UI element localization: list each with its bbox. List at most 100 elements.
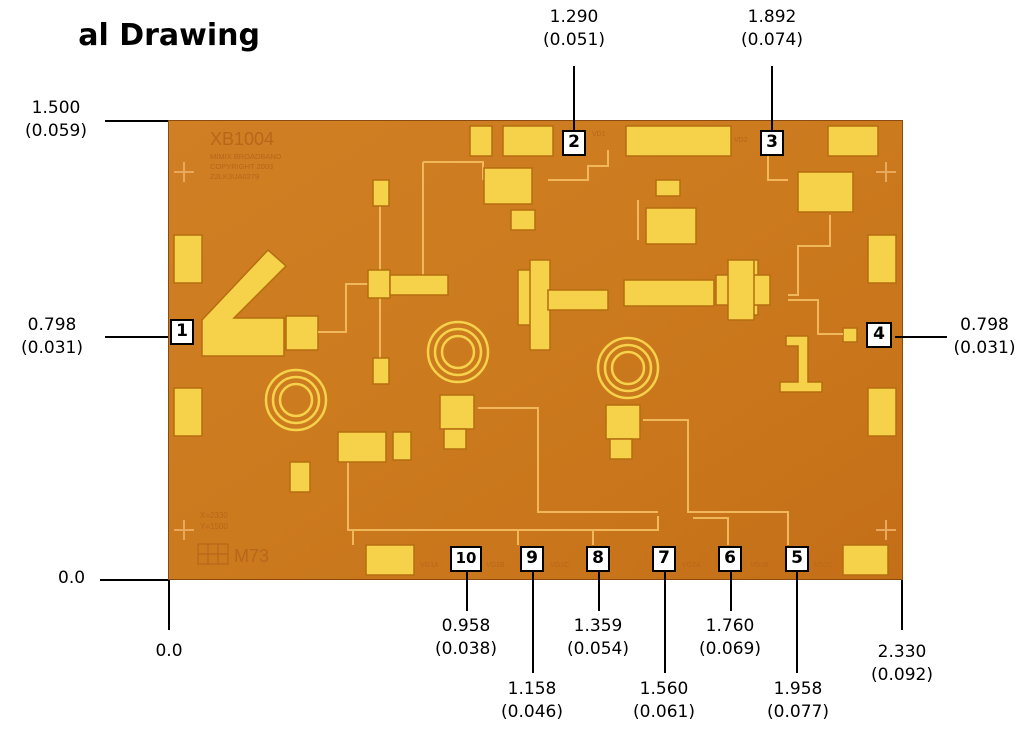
pad-number: 6 <box>724 548 736 568</box>
pad-number: 1 <box>176 321 188 341</box>
pad-number: 4 <box>873 324 885 344</box>
chip-corner-mark: M73 <box>234 546 269 566</box>
dim-line-pad2 <box>573 66 575 130</box>
chip-logo-grid <box>197 543 229 565</box>
dim-mm: 1.760 <box>705 616 755 636</box>
dim-line-pad3 <box>771 66 773 130</box>
dim-inch: (0.092) <box>871 665 933 685</box>
dim-inch: (0.069) <box>699 639 761 659</box>
dim-mm: 0.798 <box>960 315 1009 335</box>
pad-label-8: 8 <box>586 546 610 572</box>
pad-number: 7 <box>658 548 670 568</box>
dim-mm: 0.798 <box>27 315 77 335</box>
dim-inch: (0.054) <box>567 639 629 659</box>
chip-die-drawing: XB1004 MIMIX BROADBAND COPYRIGHT 2003 Z2… <box>167 119 904 581</box>
pad-label-4: 4 <box>866 322 892 348</box>
dim-line-pad5 <box>796 571 798 673</box>
dim-mm: 1.359 <box>573 616 623 636</box>
dim-value: 0.0 <box>155 641 183 661</box>
dim-text-origin-x: 0.0 <box>139 640 199 663</box>
dim-line-top-y <box>105 120 168 122</box>
dim-text-pad7: 1.560 (0.061) <box>612 678 716 724</box>
dim-inch: (0.051) <box>543 30 605 50</box>
dim-inch: (0.059) <box>25 121 87 141</box>
pad-name-vg1a: VG1A <box>420 562 439 569</box>
dim-line-pad10 <box>466 571 468 611</box>
drawing-title: al Drawing <box>78 18 260 53</box>
transmission-lines <box>318 150 843 545</box>
chip-size-x: X=2330 <box>200 511 228 520</box>
dim-mm: 1.958 <box>773 679 823 699</box>
dim-text-pad9: 1.158 (0.046) <box>480 678 584 724</box>
dim-mm: 1.892 <box>747 7 797 27</box>
dim-text-pad10: 0.958 (0.038) <box>414 615 518 661</box>
dim-inch: (0.046) <box>501 702 563 722</box>
dim-line-pad9 <box>532 571 534 673</box>
amplifier-stages <box>289 167 854 493</box>
dim-value: 0.0 <box>58 568 86 588</box>
dim-inch: (0.038) <box>435 639 497 659</box>
dim-line-origin-y <box>100 579 168 581</box>
dim-inch: (0.031) <box>953 338 1016 358</box>
spiral-inductors <box>264 320 660 432</box>
chip-copyright-line: COPYRIGHT 2003 <box>210 162 273 171</box>
dim-text-pad5: 1.958 (0.077) <box>746 678 850 724</box>
dim-line-pad7 <box>664 571 666 673</box>
pad-label-5: 5 <box>785 546 809 572</box>
dim-text-width: 2.330 (0.092) <box>850 641 954 687</box>
pad-label-6: 6 <box>718 546 742 572</box>
pad-name-vd1: VD1 <box>592 131 606 138</box>
dim-line-left-y <box>105 336 168 338</box>
pad-name-vg2b: VG2B <box>750 562 769 569</box>
dim-inch: (0.061) <box>633 702 695 722</box>
pad-label-3: 3 <box>760 130 784 156</box>
pad-name-vg1c: VG1C <box>550 562 569 569</box>
dim-mm: 1.290 <box>549 7 599 27</box>
top-bond-pads <box>469 125 879 157</box>
dim-text-pad3: 1.892 (0.074) <box>720 6 824 52</box>
chip-part-number: XB1004 <box>210 129 274 149</box>
pad-number: 5 <box>791 548 803 568</box>
dim-line-right-y <box>895 336 947 338</box>
dim-text-top-y: 1.500 (0.059) <box>0 97 112 143</box>
pad-name-vg1b: VG1B <box>486 562 505 569</box>
dim-mm: 0.958 <box>441 616 491 636</box>
dim-text-pad2: 1.290 (0.051) <box>522 6 626 52</box>
pad-number: 10 <box>455 549 477 567</box>
pad-label-2: 2 <box>562 130 586 156</box>
dim-mm: 1.500 <box>31 98 81 118</box>
bottom-bond-pads <box>365 544 889 576</box>
dim-text-pad6: 1.760 (0.069) <box>678 615 782 661</box>
dim-line-pad8 <box>598 571 600 611</box>
dim-text-pad8: 1.359 (0.054) <box>546 615 650 661</box>
alignment-marks <box>174 162 896 540</box>
pad-number: 9 <box>526 548 538 568</box>
pad-name-vd2: VD2 <box>734 137 748 144</box>
dim-inch: (0.031) <box>21 338 83 358</box>
dim-inch: (0.077) <box>767 702 829 722</box>
chip-size-y: Y=1500 <box>200 522 228 531</box>
dim-line-origin-x <box>168 580 170 630</box>
side-bond-pads <box>173 234 897 437</box>
pad-label-10: 10 <box>450 546 482 572</box>
pad-name-vg2c: VG2C <box>814 562 833 569</box>
dim-mm: 1.560 <box>639 679 689 699</box>
pad-label-7: 7 <box>652 546 676 572</box>
pad-number: 3 <box>766 132 778 152</box>
pad-label-9: 9 <box>520 546 544 572</box>
dim-inch: (0.074) <box>741 30 803 50</box>
chip-brand-line: MIMIX BROADBAND <box>210 152 282 161</box>
pad-label-1: 1 <box>170 319 194 345</box>
dim-text-right-y: 0.798 (0.031) <box>940 314 1029 360</box>
chip-code-line: Z2LK3UA0279 <box>210 172 259 181</box>
dim-text-origin-y: 0.0 <box>58 567 102 590</box>
dim-mm: 2.330 <box>877 642 927 662</box>
pad-number: 2 <box>568 132 580 152</box>
pad-name-vg2a: VG2A <box>682 562 701 569</box>
drawing-title-container: al Drawing <box>0 18 260 66</box>
dim-line-width <box>901 580 903 630</box>
pad-number: 8 <box>592 548 604 568</box>
dim-line-pad6 <box>730 571 732 611</box>
chip-die-image: XB1004 MIMIX BROADBAND COPYRIGHT 2003 Z2… <box>167 119 904 581</box>
dim-mm: 1.158 <box>507 679 557 699</box>
